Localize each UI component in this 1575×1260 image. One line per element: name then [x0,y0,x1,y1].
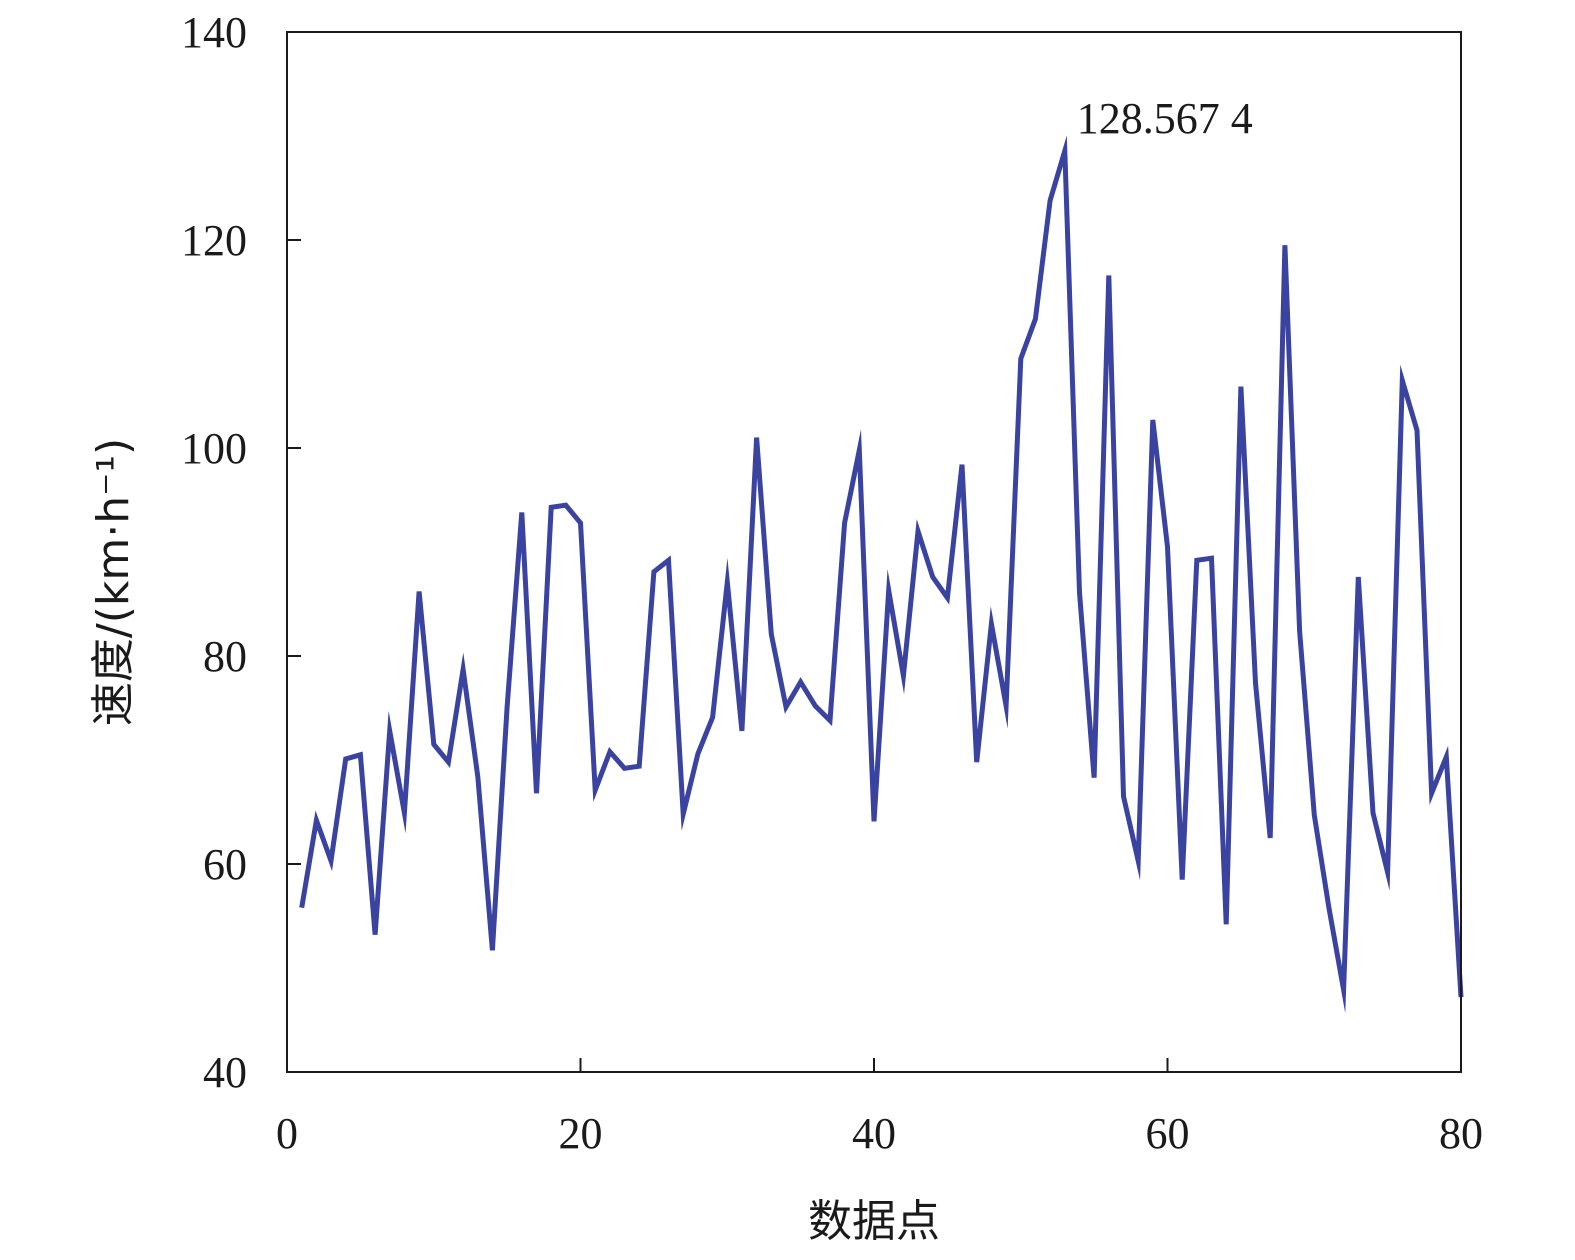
y-tick-label: 120 [181,216,247,265]
tick-labels: 0 20 40 60 80 40 60 80 100 120 140 [181,8,1483,1158]
series-line [299,135,1464,1014]
y-axis-title: 速度/(km·h⁻¹) [88,438,139,726]
x-tick-label: 20 [559,1109,603,1158]
x-axis-title: 数据点 [808,1196,940,1247]
axis-ticks [287,239,1169,1072]
y-tick-label: 40 [203,1048,247,1097]
y-tick-label: 100 [181,424,247,473]
y-tick-label: 60 [203,840,247,889]
annotations: 128.567 4 [1077,94,1253,143]
x-tick-label: 0 [276,1109,298,1158]
x-tick-label: 80 [1439,1109,1483,1158]
peak-annotation: 128.567 4 [1077,94,1253,143]
plot-frame [286,31,1462,1073]
y-tick-label: 80 [203,632,247,681]
y-tick-label: 140 [181,8,247,57]
x-tick-label: 40 [852,1109,896,1158]
series-group [299,135,1464,1014]
x-tick-label: 60 [1146,1109,1190,1158]
